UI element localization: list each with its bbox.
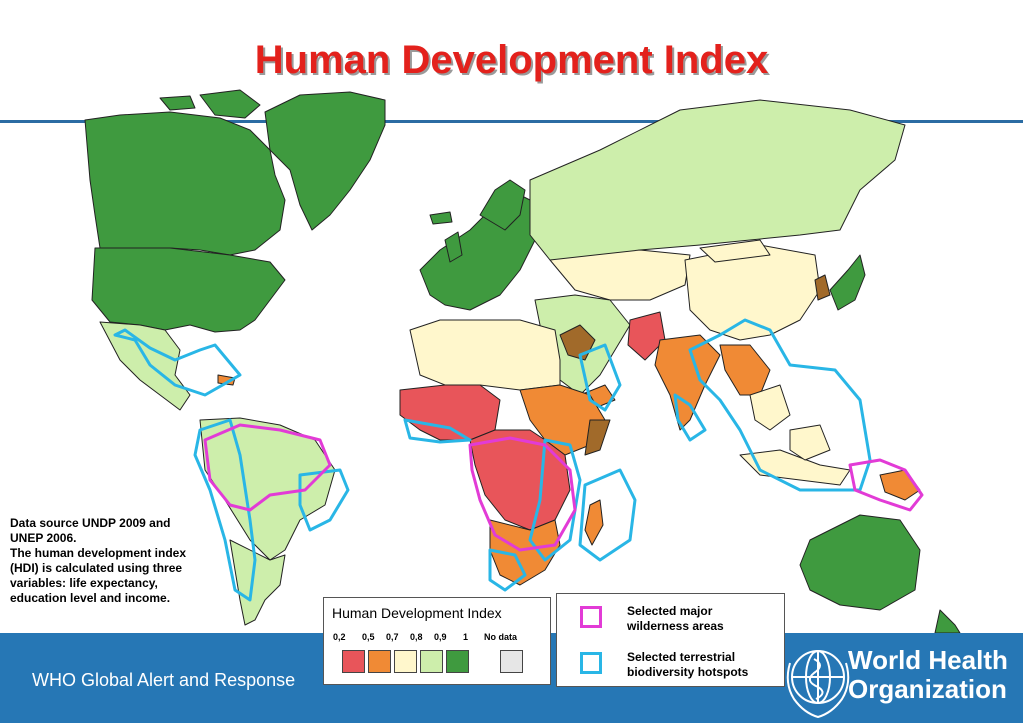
region-iceland [429, 211, 453, 225]
wilderness-congo [468, 436, 577, 552]
header-rule [0, 120, 1023, 123]
region-se-asia [719, 344, 771, 396]
legend-swatch-medium-high [394, 650, 417, 673]
wilderness-amazonia [203, 423, 332, 512]
hotspot-east-africa [528, 438, 582, 562]
region-scandinavia [479, 179, 526, 231]
hotspot-cape [488, 548, 527, 592]
region-north-africa [409, 319, 561, 391]
region-uk [444, 231, 463, 263]
hotspot-atlantic-forest [298, 468, 350, 532]
hotspot-legend-box [580, 652, 602, 674]
region-china [684, 244, 821, 341]
region-afghanistan [627, 311, 666, 361]
legend-swatch-high [420, 650, 443, 673]
note-line-1: Data source UNDP 2009 and UNEP 2006. [10, 516, 171, 545]
hotspot-madagascar [578, 468, 637, 562]
region-somalia [584, 419, 611, 456]
region-arctic-island-2 [159, 95, 196, 111]
region-greenland [264, 91, 386, 231]
hotspot-west-africa [403, 418, 472, 444]
region-india [654, 334, 721, 431]
legend-tick: 0,8 [410, 632, 423, 642]
legend-swatch-no-data [500, 650, 523, 673]
region-mongolia [699, 239, 771, 263]
who-wordmark-line-2: Organization [848, 674, 1007, 704]
hotspot-caucasus [578, 343, 622, 412]
legend-swatch-medium [368, 650, 391, 673]
legend-swatch-very-high [446, 650, 469, 673]
who-wordmark-line-1: World Health [848, 645, 1008, 675]
region-australia [799, 514, 921, 611]
wilderness-legend-label: Selected major wilderness areas [627, 604, 724, 633]
hotspot-legend-label: Selected terrestrial biodiversity hotspo… [627, 650, 749, 679]
hotspot-mesoamerica [113, 328, 242, 397]
wilderness-new-guinea [848, 458, 924, 512]
wilderness-legend-box [580, 606, 602, 628]
region-korea [814, 274, 831, 301]
legend-tick: 1 [463, 632, 469, 642]
world-map [84, 89, 961, 633]
hdi-legend-title: Human Development Index [332, 605, 502, 621]
region-madagascar [584, 499, 604, 546]
page-title: Human Development Index [254, 38, 769, 82]
region-south-america-south [229, 539, 286, 626]
legend-swatch-low [342, 650, 365, 673]
region-borneo [789, 424, 831, 461]
region-mexico [99, 321, 191, 411]
legend-tick: 0,7 [386, 632, 399, 642]
region-central-asia [549, 249, 691, 301]
footer-text: WHO Global Alert and Response [32, 670, 296, 690]
region-west-africa [399, 384, 501, 441]
region-japan [829, 254, 866, 311]
region-usa [91, 247, 286, 333]
region-arctic-islands [199, 89, 261, 119]
region-russia [529, 99, 906, 261]
who-emblem-icon [786, 650, 850, 719]
legend-no-data-label: No data [484, 632, 518, 642]
legend-tick: 0,9 [434, 632, 447, 642]
hotspot-western-ghats [673, 393, 707, 442]
legend-tick: 0,5 [362, 632, 375, 642]
overlay-legend: Selected major wilderness areas Selected… [556, 593, 785, 687]
legend-tick: 0,2 [333, 632, 346, 642]
hdi-legend: Human Development Index 0,2 0,5 0,7 0,8 … [323, 597, 551, 685]
region-indonesia [739, 449, 851, 486]
region-new-zealand [934, 609, 961, 633]
region-canada [84, 111, 286, 256]
region-se-asia-2 [749, 384, 791, 431]
data-source-note: Data source UNDP 2009 and UNEP 2006. The… [10, 516, 200, 606]
region-caribbean [217, 374, 236, 386]
note-line-2: The human development index (HDI) is cal… [10, 546, 187, 605]
who-wordmark: World Health Organization [848, 646, 1008, 704]
region-southern-africa [489, 519, 561, 586]
hotspot-andes [193, 418, 257, 602]
hotspot-indo-burma [688, 318, 872, 492]
